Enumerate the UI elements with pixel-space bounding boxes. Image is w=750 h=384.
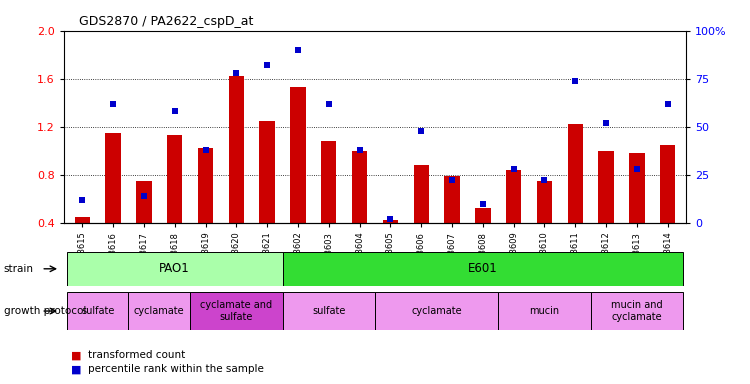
Bar	[167, 135, 182, 223]
Text: transformed count: transformed count	[88, 350, 185, 360]
Point	[322, 101, 334, 107]
Point	[261, 62, 273, 68]
Bar	[283, 252, 683, 286]
Point	[600, 120, 612, 126]
Point	[569, 78, 581, 84]
Point	[292, 47, 304, 53]
Bar	[629, 153, 645, 223]
Text: growth protocol: growth protocol	[4, 306, 86, 316]
Text: ■: ■	[71, 364, 82, 374]
Text: PAO1: PAO1	[159, 262, 190, 275]
Bar	[128, 292, 190, 330]
Text: mucin: mucin	[530, 306, 560, 316]
Bar	[74, 217, 90, 223]
Point	[662, 101, 674, 107]
Point	[353, 147, 365, 153]
Point	[446, 177, 458, 184]
Point	[416, 127, 428, 134]
Bar	[506, 170, 521, 223]
Bar	[476, 208, 490, 223]
Point	[200, 147, 211, 153]
Bar	[67, 292, 128, 330]
Bar	[444, 176, 460, 223]
Bar	[375, 292, 498, 330]
Text: sulfate: sulfate	[81, 306, 114, 316]
Bar	[198, 148, 213, 223]
Bar	[568, 124, 583, 223]
Text: cyclamate: cyclamate	[411, 306, 462, 316]
Bar	[190, 292, 283, 330]
Bar	[260, 121, 274, 223]
Point	[169, 108, 181, 114]
Text: ■: ■	[71, 350, 82, 360]
Bar	[136, 181, 152, 223]
Bar	[105, 133, 121, 223]
Point	[477, 200, 489, 207]
Point	[538, 177, 550, 184]
Bar	[321, 141, 337, 223]
Text: percentile rank within the sample: percentile rank within the sample	[88, 364, 264, 374]
Point	[138, 193, 150, 199]
Bar	[498, 292, 591, 330]
Bar	[290, 87, 306, 223]
Text: GDS2870 / PA2622_cspD_at: GDS2870 / PA2622_cspD_at	[79, 15, 253, 28]
Point	[631, 166, 643, 172]
Text: E601: E601	[468, 262, 498, 275]
Bar	[229, 76, 244, 223]
Bar	[67, 252, 283, 286]
Point	[230, 70, 242, 76]
Point	[76, 197, 88, 203]
Point	[107, 101, 119, 107]
Bar	[660, 145, 676, 223]
Bar	[591, 292, 683, 330]
Bar	[382, 220, 398, 223]
Bar	[283, 292, 375, 330]
Point	[385, 216, 397, 222]
Bar	[537, 181, 552, 223]
Bar	[598, 151, 613, 223]
Text: cyclamate: cyclamate	[134, 306, 184, 316]
Point	[508, 166, 520, 172]
Text: strain: strain	[4, 264, 34, 274]
Bar	[413, 165, 429, 223]
Text: sulfate: sulfate	[312, 306, 346, 316]
Text: cyclamate and
sulfate: cyclamate and sulfate	[200, 300, 272, 322]
Bar	[352, 151, 368, 223]
Text: mucin and
cyclamate: mucin and cyclamate	[611, 300, 663, 322]
